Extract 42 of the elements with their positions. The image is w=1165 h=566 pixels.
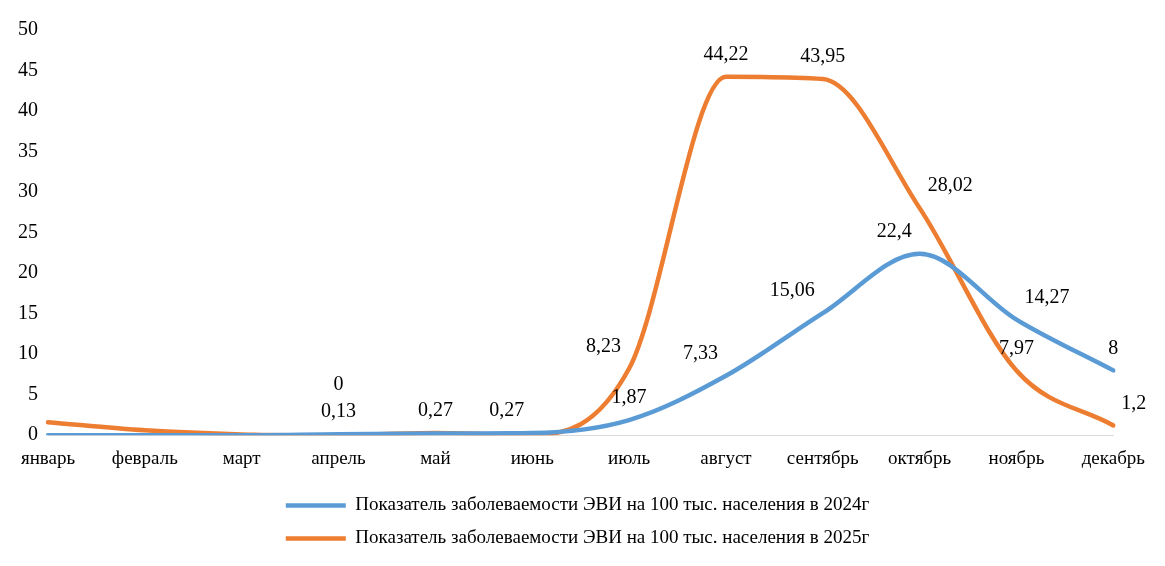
legend-label: Показатель заболеваемости ЭВИ на 100 тыс. населения в 2025г bbox=[355, 526, 870, 548]
y-tick-label: 50 bbox=[18, 17, 38, 40]
data-label: 0,27 bbox=[489, 398, 525, 421]
y-tick-label: 20 bbox=[18, 260, 38, 283]
y-tick-label: 40 bbox=[18, 98, 38, 121]
legend-label: Показатель заболеваемости ЭВИ на 100 тыс. населения в 2024г bbox=[355, 493, 870, 515]
x-tick-label: апрель bbox=[311, 446, 367, 468]
x-tick-label: март bbox=[222, 446, 262, 468]
data-label: 7,97 bbox=[999, 335, 1034, 358]
y-tick-label: 5 bbox=[28, 381, 38, 404]
data-label: 0,27 bbox=[417, 398, 453, 421]
x-tick-label: август bbox=[700, 446, 753, 468]
data-label: 22,4 bbox=[876, 218, 912, 241]
x-tick-label: июнь bbox=[510, 446, 555, 468]
x-tick-label: сентябрь bbox=[786, 446, 860, 468]
x-tick-label: январь bbox=[20, 446, 76, 468]
y-tick-label: 45 bbox=[18, 57, 38, 80]
data-label: 28,02 bbox=[927, 173, 973, 196]
data-label: 1,2 bbox=[1121, 390, 1147, 413]
data-label: 15,06 bbox=[769, 278, 815, 301]
data-label: 44,22 bbox=[703, 42, 749, 65]
y-tick-label: 15 bbox=[18, 300, 38, 323]
x-tick-label: октябрь bbox=[888, 446, 952, 468]
data-label: 43,95 bbox=[800, 44, 846, 67]
x-tick-label: февраль bbox=[111, 446, 179, 468]
x-tick-label: декабрь bbox=[1081, 446, 1146, 468]
data-label: 0,13 bbox=[321, 399, 357, 422]
y-tick-label: 30 bbox=[18, 179, 38, 202]
data-label: 0 bbox=[333, 372, 344, 395]
data-label: 8 bbox=[1108, 335, 1119, 358]
line-series bbox=[45, 251, 1116, 436]
y-tick-label: 0 bbox=[28, 422, 38, 445]
x-tick-label: ноябрь bbox=[988, 446, 1045, 468]
x-tick-label: май bbox=[420, 446, 451, 468]
y-tick-label: 25 bbox=[18, 219, 38, 242]
y-tick-label: 10 bbox=[18, 341, 38, 364]
data-label: 14,27 bbox=[1024, 284, 1070, 307]
data-label: 8,23 bbox=[586, 333, 622, 356]
x-tick-label: июль bbox=[608, 446, 651, 468]
y-tick-label: 35 bbox=[18, 138, 38, 161]
data-label: 1,87 bbox=[611, 385, 647, 408]
data-label: 7,33 bbox=[682, 341, 718, 364]
